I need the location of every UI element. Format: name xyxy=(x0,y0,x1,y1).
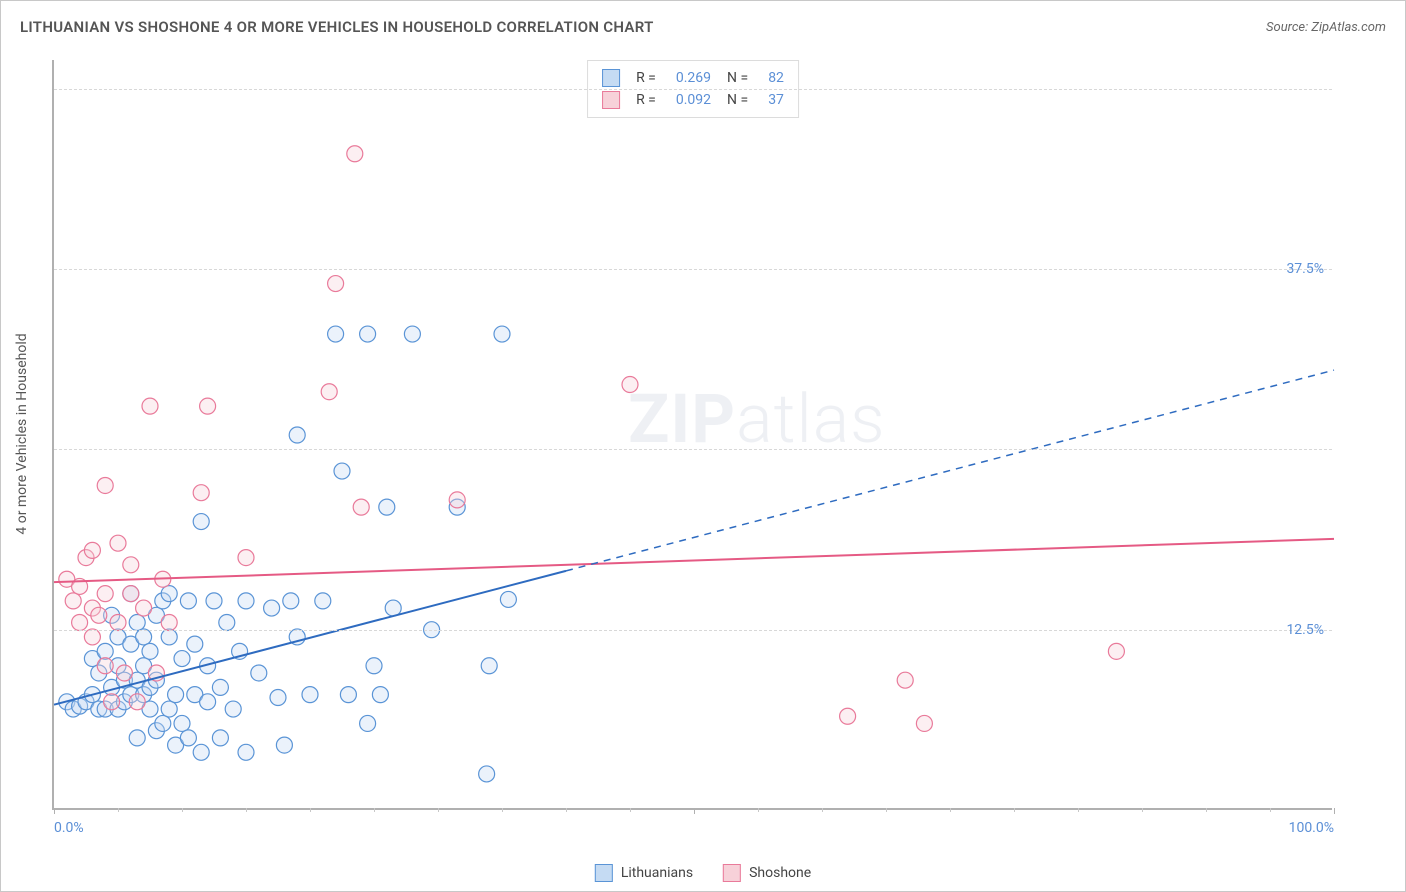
x-minor-tick xyxy=(246,808,247,812)
r-label: R = xyxy=(636,70,656,86)
y-tick-label: 12.5% xyxy=(1286,622,1324,638)
legend-series: Lithuanians Shoshone xyxy=(595,864,811,882)
x-minor-tick xyxy=(1206,808,1207,812)
x-minor-tick xyxy=(822,808,823,812)
x-major-tick xyxy=(1334,808,1335,814)
legend-item-lithuanians: Lithuanians xyxy=(595,864,693,882)
legend-stats-row-1: R = 0.269 N = 82 xyxy=(602,67,784,89)
x-minor-tick xyxy=(950,808,951,812)
r-value-shoshone: 0.092 xyxy=(676,92,711,108)
legend-swatch-shoshone-icon xyxy=(723,864,741,882)
chart-source: Source: ZipAtlas.com xyxy=(1266,20,1386,35)
legend-swatch-lithuanians xyxy=(602,69,620,87)
x-minor-tick xyxy=(438,808,439,812)
n-value-lithuanians: 82 xyxy=(768,70,784,86)
x-minor-tick xyxy=(182,808,183,812)
r-value-lithuanians: 0.269 xyxy=(676,70,711,86)
legend-item-shoshone: Shoshone xyxy=(723,864,811,882)
x-minor-tick xyxy=(566,808,567,812)
x-major-tick xyxy=(54,808,55,814)
legend-label-shoshone: Shoshone xyxy=(749,865,811,881)
gridline xyxy=(54,269,1332,270)
x-minor-tick xyxy=(118,808,119,812)
x-minor-tick xyxy=(1270,808,1271,812)
n-label: N = xyxy=(727,92,748,108)
trend-line-shoshone xyxy=(54,539,1334,582)
x-minor-tick xyxy=(310,808,311,812)
trend-line-dashed-lithuanians xyxy=(566,370,1334,571)
y-tick-label: 37.5% xyxy=(1286,261,1324,277)
gridline xyxy=(54,449,1332,450)
x-tick-label: 0.0% xyxy=(54,820,84,836)
plot-area: 4 or more Vehicles in Household ZIPatlas… xyxy=(52,60,1332,810)
legend-swatch-shoshone xyxy=(602,91,620,109)
x-minor-tick xyxy=(758,808,759,812)
x-minor-tick xyxy=(502,808,503,812)
chart-title: LITHUANIAN VS SHOSHONE 4 OR MORE VEHICLE… xyxy=(20,18,654,36)
x-minor-tick xyxy=(374,808,375,812)
x-tick-label: 100.0% xyxy=(1289,820,1334,836)
x-minor-tick xyxy=(1142,808,1143,812)
chart-header: LITHUANIAN VS SHOSHONE 4 OR MORE VEHICLE… xyxy=(20,18,1386,36)
x-major-tick xyxy=(694,808,695,814)
x-minor-tick xyxy=(630,808,631,812)
gridline xyxy=(54,89,1332,90)
n-value-shoshone: 37 xyxy=(768,92,784,108)
trend-line-lithuanians xyxy=(54,571,566,705)
legend-swatch-lithuanians-icon xyxy=(595,864,613,882)
x-minor-tick xyxy=(1078,808,1079,812)
legend-label-lithuanians: Lithuanians xyxy=(621,865,693,881)
r-label: R = xyxy=(636,92,656,108)
n-label: N = xyxy=(727,70,748,86)
x-minor-tick xyxy=(886,808,887,812)
x-minor-tick xyxy=(1014,808,1015,812)
gridline xyxy=(54,630,1332,631)
y-axis-label: 4 or more Vehicles in Household xyxy=(14,333,30,534)
trend-layer xyxy=(54,60,1332,808)
legend-stats-row-2: R = 0.092 N = 37 xyxy=(602,89,784,111)
